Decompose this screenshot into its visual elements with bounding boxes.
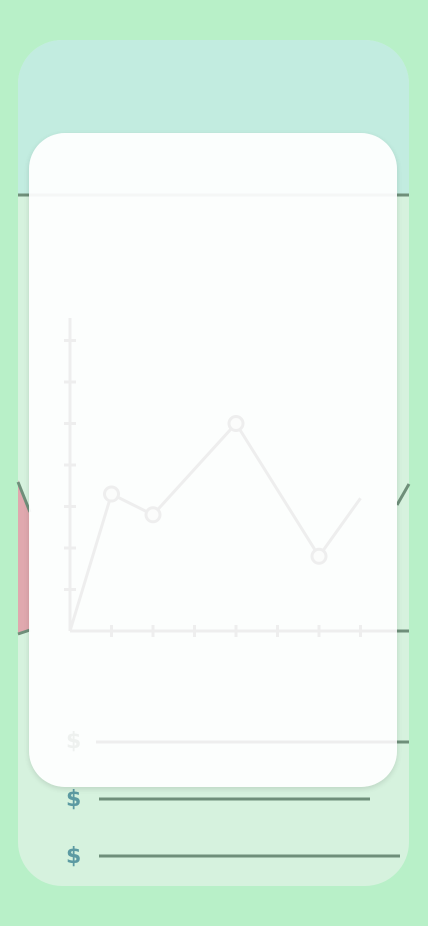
currency-icon-2: $: [66, 787, 82, 812]
background-accent-shape: [18, 480, 30, 635]
chart-point: [103, 485, 120, 503]
chart-point: [310, 547, 328, 565]
modal-card: $: [29, 133, 397, 787]
modal-chart-illustration: [64, 318, 397, 744]
chart-point: [227, 415, 245, 432]
background-stroke-left-bottom: [17, 628, 31, 636]
background-stroke-right: [395, 483, 411, 506]
chart-series-line: [68, 415, 362, 632]
chart-y-ticks: [64, 339, 76, 591]
currency-icon-1: $: [66, 729, 82, 754]
chart-x-ticks: [110, 625, 362, 637]
background-stroke-left: [16, 481, 32, 513]
currency-icon-3: $: [66, 844, 82, 869]
chart-point: [144, 506, 162, 524]
chart-series-path: [68, 421, 362, 632]
